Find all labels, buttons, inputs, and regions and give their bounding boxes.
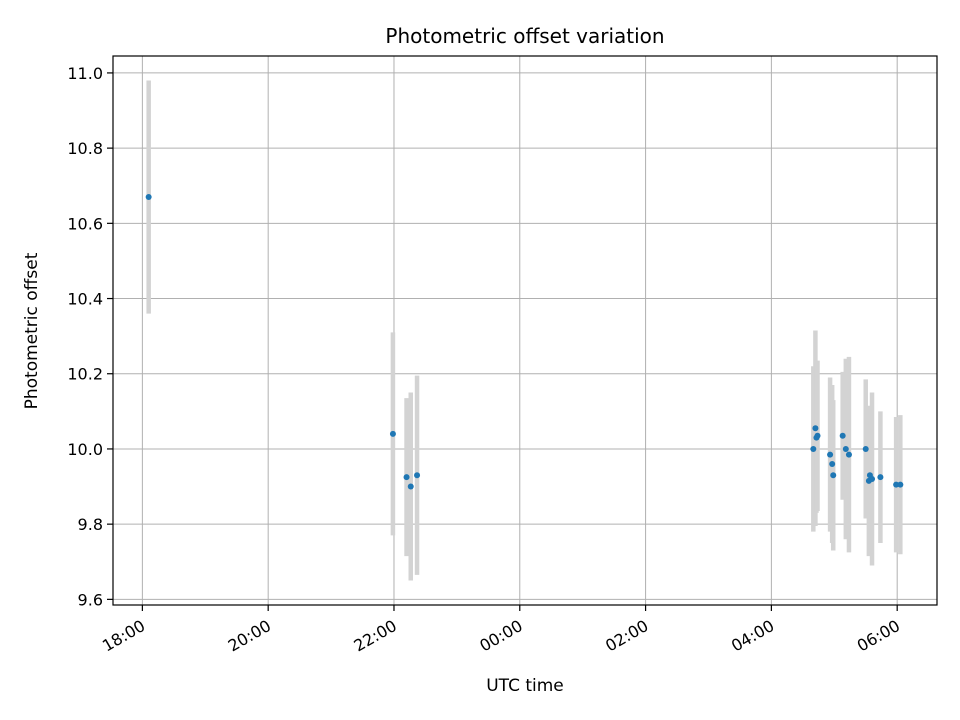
data-point (814, 432, 821, 439)
data-point (869, 476, 876, 483)
y-tick-label: 10.4 (67, 290, 103, 309)
data-point (842, 445, 849, 452)
data-point (897, 481, 904, 488)
y-tick-label: 11.0 (67, 64, 103, 83)
data-point (414, 472, 421, 479)
data-point (862, 445, 869, 452)
y-tick-label: 10.2 (67, 365, 103, 384)
data-point (812, 425, 819, 432)
y-tick-label: 10.0 (67, 440, 103, 459)
plot-area-frame (112, 55, 938, 606)
data-point (845, 451, 852, 458)
data-point (827, 451, 834, 458)
grid (113, 56, 937, 605)
y-tick-label: 10.8 (67, 139, 103, 158)
data-point (407, 483, 414, 490)
y-tick-label: 9.6 (78, 590, 103, 609)
data-point (893, 481, 900, 488)
chart-title: Photometric offset variation (385, 24, 664, 48)
data-point (403, 474, 410, 481)
data-point (145, 194, 152, 201)
y-tick-label: 10.6 (67, 214, 103, 233)
data-points (145, 194, 904, 490)
data-point (839, 432, 846, 439)
data-point (389, 430, 396, 437)
y-axis-label: Photometric offset (22, 252, 42, 409)
y-tick-label: 9.8 (78, 515, 103, 534)
data-point (877, 474, 884, 481)
x-axis-label: UTC time (486, 676, 564, 696)
data-point (830, 472, 837, 479)
data-point (810, 445, 817, 452)
data-point (829, 460, 836, 467)
